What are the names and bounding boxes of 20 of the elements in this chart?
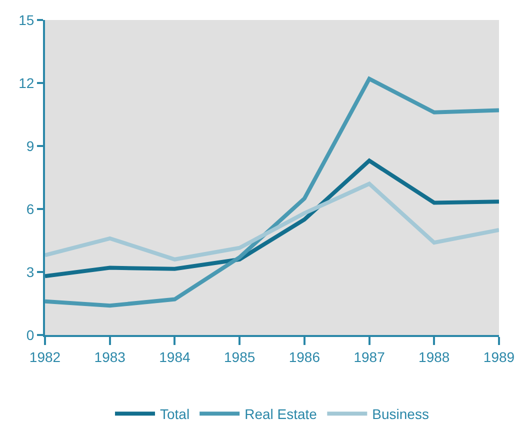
y-tick-label: 6 — [26, 200, 34, 217]
y-tick-label: 15 — [18, 12, 34, 28]
y-tick-label: 3 — [26, 264, 34, 280]
x-tick-label: 1987 — [354, 348, 386, 365]
x-tick-label: 1988 — [418, 348, 450, 365]
line-series — [45, 182, 499, 262]
line-series — [45, 76, 499, 308]
y-tick-label: 0 — [26, 326, 34, 343]
x-tick-label: 1984 — [159, 348, 190, 365]
x-tick-label: 1983 — [94, 348, 126, 365]
x-tick-label: 1985 — [224, 348, 256, 365]
x-tick-label: 1986 — [288, 348, 320, 365]
x-tick-label: 1989 — [483, 348, 515, 365]
legend-label: Business — [372, 406, 429, 422]
y-tick-label: 12 — [18, 74, 34, 91]
line-series — [45, 158, 499, 278]
x-tick-label: 1982 — [29, 348, 61, 365]
y-tick-label: 9 — [26, 138, 34, 154]
legend-label: Real Estate — [244, 406, 318, 422]
legend-label: Total — [160, 406, 190, 422]
